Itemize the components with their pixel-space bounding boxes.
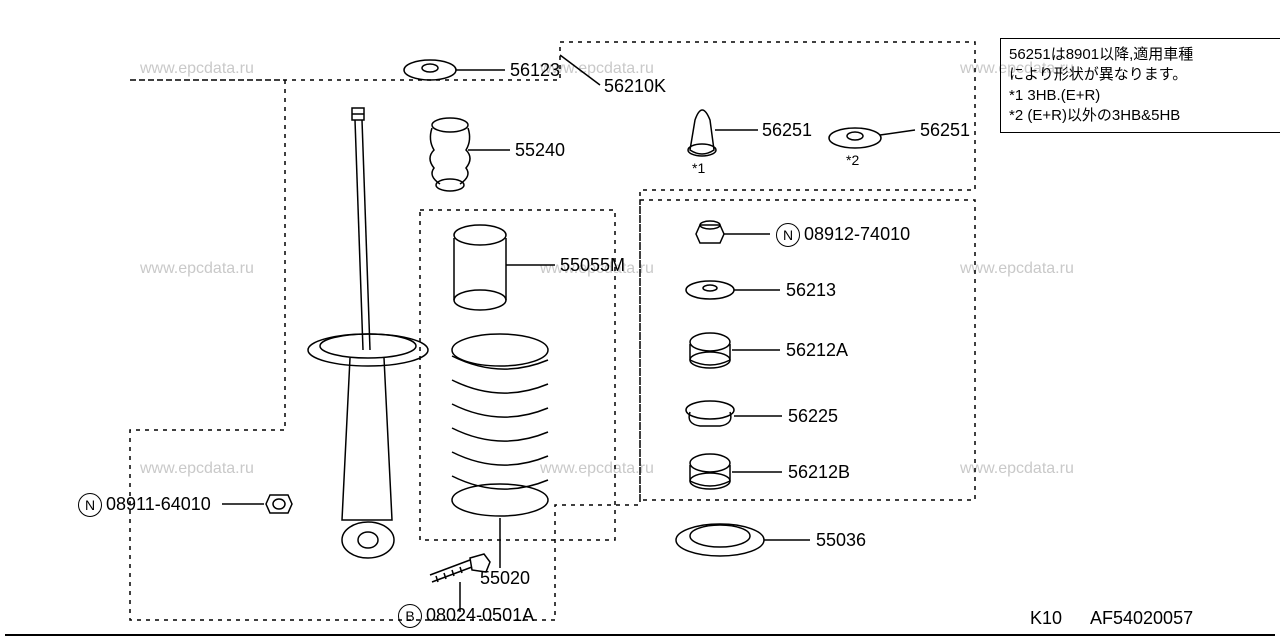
note-line-3: *1 3HB.(E+R) bbox=[1009, 86, 1280, 106]
note-line-4: *2 (E+R)以外の3HB&5HB bbox=[1009, 106, 1280, 126]
label-56212B: 56212B bbox=[788, 462, 850, 483]
diagram-canvas: www.epcdata.ru www.epcdata.ru www.epcdat… bbox=[0, 0, 1280, 640]
code-AF54020057: AF54020057 bbox=[1090, 608, 1193, 629]
label-56225: 56225 bbox=[788, 406, 838, 427]
prefix-N-right: N bbox=[776, 223, 800, 247]
label-56213: 56213 bbox=[786, 280, 836, 301]
label-08911-64010: 08911-64010 bbox=[106, 494, 211, 515]
prefix-N-left: N bbox=[78, 493, 102, 517]
note-line-1: 56251は8901以降,適用車種 bbox=[1009, 45, 1280, 65]
label-56251-1: 56251 bbox=[762, 120, 812, 141]
note-box: 56251は8901以降,適用車種 により形状が異なります。 *1 3HB.(E… bbox=[1000, 38, 1280, 133]
label-55055M: 55055M bbox=[560, 255, 625, 276]
label-asterisk-2: *2 bbox=[846, 152, 859, 168]
label-56210K: 56210K bbox=[604, 76, 666, 97]
code-K10: K10 bbox=[1030, 608, 1062, 629]
label-56212A: 56212A bbox=[786, 340, 848, 361]
label-55020: 55020 bbox=[480, 568, 530, 589]
prefix-B: B bbox=[398, 604, 422, 628]
label-56123: 56123 bbox=[510, 60, 560, 81]
label-55036: 55036 bbox=[816, 530, 866, 551]
label-08024-0501A: 08024-0501A bbox=[426, 605, 534, 626]
label-56251-2: 56251 bbox=[920, 120, 970, 141]
note-line-2: により形状が異なります。 bbox=[1009, 65, 1280, 85]
label-asterisk-1: *1 bbox=[692, 160, 705, 176]
label-55240: 55240 bbox=[515, 140, 565, 161]
label-08912-74010: 08912-74010 bbox=[804, 224, 910, 245]
